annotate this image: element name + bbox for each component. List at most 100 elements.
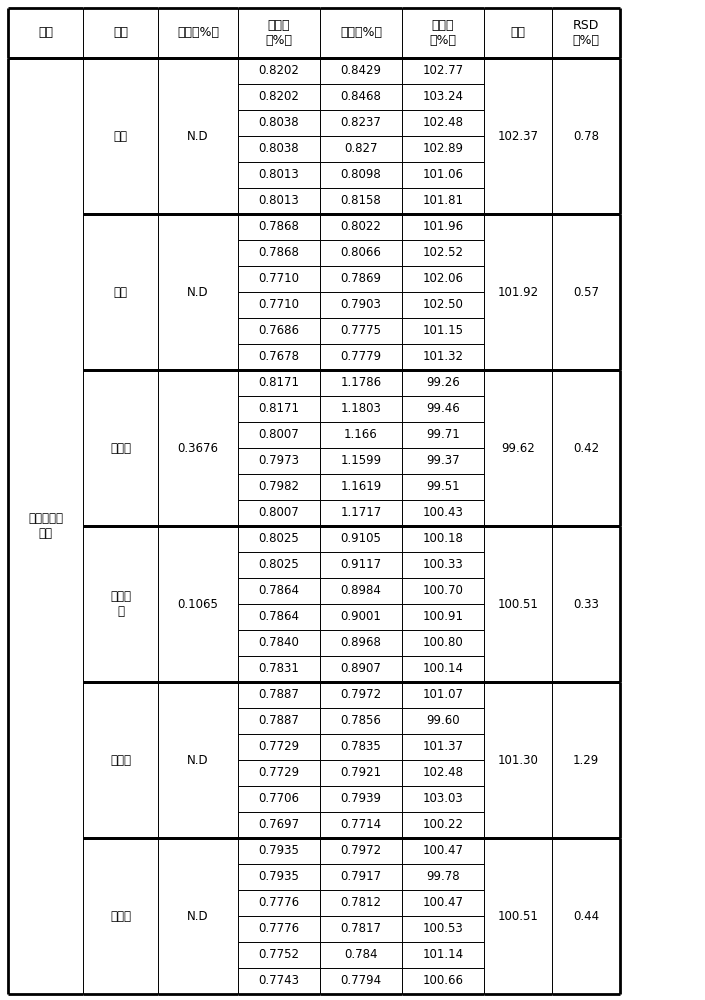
Text: 0.7868: 0.7868 (259, 221, 300, 233)
Text: 0.7972: 0.7972 (341, 844, 381, 857)
Text: 0.8237: 0.8237 (341, 116, 381, 129)
Text: 102.89: 102.89 (422, 142, 463, 155)
Text: 0.7868: 0.7868 (259, 246, 300, 259)
Text: 99.51: 99.51 (427, 481, 460, 493)
Text: 0.7710: 0.7710 (259, 272, 300, 286)
Text: N.D: N.D (188, 754, 209, 766)
Text: 回收率
（%）: 回收率 （%） (429, 19, 457, 47)
Text: 0.44: 0.44 (573, 910, 599, 922)
Text: 0.7856: 0.7856 (341, 714, 381, 728)
Text: 0.8025: 0.8025 (259, 558, 300, 572)
Text: 0.7775: 0.7775 (341, 324, 381, 338)
Text: 硬脂酸: 硬脂酸 (110, 910, 131, 922)
Text: 0.7939: 0.7939 (341, 792, 381, 806)
Text: 0.784: 0.784 (344, 948, 378, 962)
Text: 0.7903: 0.7903 (341, 298, 381, 312)
Text: 102.48: 102.48 (422, 116, 463, 129)
Text: 99.78: 99.78 (427, 870, 460, 884)
Text: 101.92: 101.92 (498, 286, 539, 298)
Text: 0.7935: 0.7935 (259, 870, 300, 884)
Text: 0.8429: 0.8429 (341, 64, 381, 78)
Text: 0.1065: 0.1065 (178, 597, 219, 610)
Text: 0.78: 0.78 (573, 129, 599, 142)
Text: 99.26: 99.26 (426, 376, 460, 389)
Text: N.D: N.D (188, 129, 209, 142)
Text: 102.52: 102.52 (422, 246, 463, 259)
Text: 0.3676: 0.3676 (178, 442, 219, 454)
Text: 102.77: 102.77 (422, 64, 464, 78)
Text: 癸酸: 癸酸 (114, 286, 128, 298)
Text: 100.51: 100.51 (498, 597, 539, 610)
Text: 99.37: 99.37 (427, 454, 460, 468)
Text: 101.30: 101.30 (498, 754, 539, 766)
Text: 100.22: 100.22 (422, 818, 463, 832)
Text: 99.60: 99.60 (427, 714, 460, 728)
Text: 0.7752: 0.7752 (259, 948, 300, 962)
Text: 0.8038: 0.8038 (259, 116, 300, 129)
Text: 1.1717: 1.1717 (341, 506, 381, 520)
Text: 0.8022: 0.8022 (341, 221, 381, 233)
Text: 1.1599: 1.1599 (341, 454, 381, 468)
Text: N.D: N.D (188, 286, 209, 298)
Text: 102.37: 102.37 (498, 129, 539, 142)
Text: 0.7972: 0.7972 (341, 688, 381, 702)
Text: 0.8007: 0.8007 (259, 428, 300, 442)
Text: 100.80: 100.80 (422, 637, 463, 650)
Text: 软脂酸: 软脂酸 (110, 754, 131, 766)
Text: 0.7840: 0.7840 (259, 637, 300, 650)
Text: 100.47: 100.47 (422, 844, 463, 857)
Text: 102.06: 102.06 (422, 272, 463, 286)
Text: 0.7869: 0.7869 (341, 272, 381, 286)
Text: 0.7831: 0.7831 (259, 662, 300, 676)
Text: 0.7812: 0.7812 (341, 896, 381, 910)
Text: 0.7779: 0.7779 (341, 351, 381, 363)
Text: 0.7864: 0.7864 (259, 584, 300, 597)
Text: 0.7817: 0.7817 (341, 922, 381, 936)
Text: 102.50: 102.50 (422, 298, 463, 312)
Text: 99.62: 99.62 (501, 442, 535, 454)
Text: 0.7835: 0.7835 (341, 740, 381, 754)
Text: 100.18: 100.18 (422, 532, 463, 546)
Text: 0.827: 0.827 (344, 142, 378, 155)
Text: 0.7794: 0.7794 (341, 974, 381, 988)
Text: 0.8158: 0.8158 (341, 194, 381, 208)
Text: 0.8007: 0.8007 (259, 506, 300, 520)
Text: 肉豆蔻
酸: 肉豆蔻 酸 (110, 590, 131, 618)
Text: 101.96: 101.96 (422, 221, 464, 233)
Text: 0.7678: 0.7678 (259, 351, 300, 363)
Text: 0.33: 0.33 (573, 597, 599, 610)
Text: 加标量
（%）: 加标量 （%） (266, 19, 293, 47)
Text: 100.91: 100.91 (422, 610, 463, 624)
Text: 0.8968: 0.8968 (341, 637, 381, 650)
Text: 月桂酸: 月桂酸 (110, 442, 131, 454)
Text: 100.14: 100.14 (422, 662, 463, 676)
Text: 101.14: 101.14 (422, 948, 464, 962)
Text: 0.7935: 0.7935 (259, 844, 300, 857)
Text: 0.7864: 0.7864 (259, 610, 300, 624)
Text: 100.51: 100.51 (498, 910, 539, 922)
Text: 0.7982: 0.7982 (259, 481, 300, 493)
Text: 101.06: 101.06 (422, 168, 463, 182)
Text: 项目: 项目 (113, 26, 128, 39)
Text: 0.8038: 0.8038 (259, 142, 300, 155)
Text: 0.7710: 0.7710 (259, 298, 300, 312)
Text: 0.8013: 0.8013 (259, 194, 300, 208)
Text: 0.8171: 0.8171 (259, 402, 300, 416)
Text: 101.81: 101.81 (422, 194, 463, 208)
Text: 0.7743: 0.7743 (259, 974, 300, 988)
Text: 103.24: 103.24 (422, 91, 463, 104)
Text: 100.53: 100.53 (422, 922, 463, 936)
Text: 0.7776: 0.7776 (259, 922, 300, 936)
Text: 0.8171: 0.8171 (259, 376, 300, 389)
Text: 0.7887: 0.7887 (259, 688, 300, 702)
Text: 100.43: 100.43 (422, 506, 463, 520)
Text: 0.7714: 0.7714 (341, 818, 381, 832)
Text: 结果（%）: 结果（%） (340, 26, 382, 39)
Text: 0.9117: 0.9117 (341, 558, 381, 572)
Text: 1.1786: 1.1786 (341, 376, 381, 389)
Text: 103.03: 103.03 (422, 792, 463, 806)
Text: 0.8013: 0.8013 (259, 168, 300, 182)
Text: 0.9001: 0.9001 (341, 610, 381, 624)
Text: 0.42: 0.42 (573, 442, 599, 454)
Text: 99.46: 99.46 (426, 402, 460, 416)
